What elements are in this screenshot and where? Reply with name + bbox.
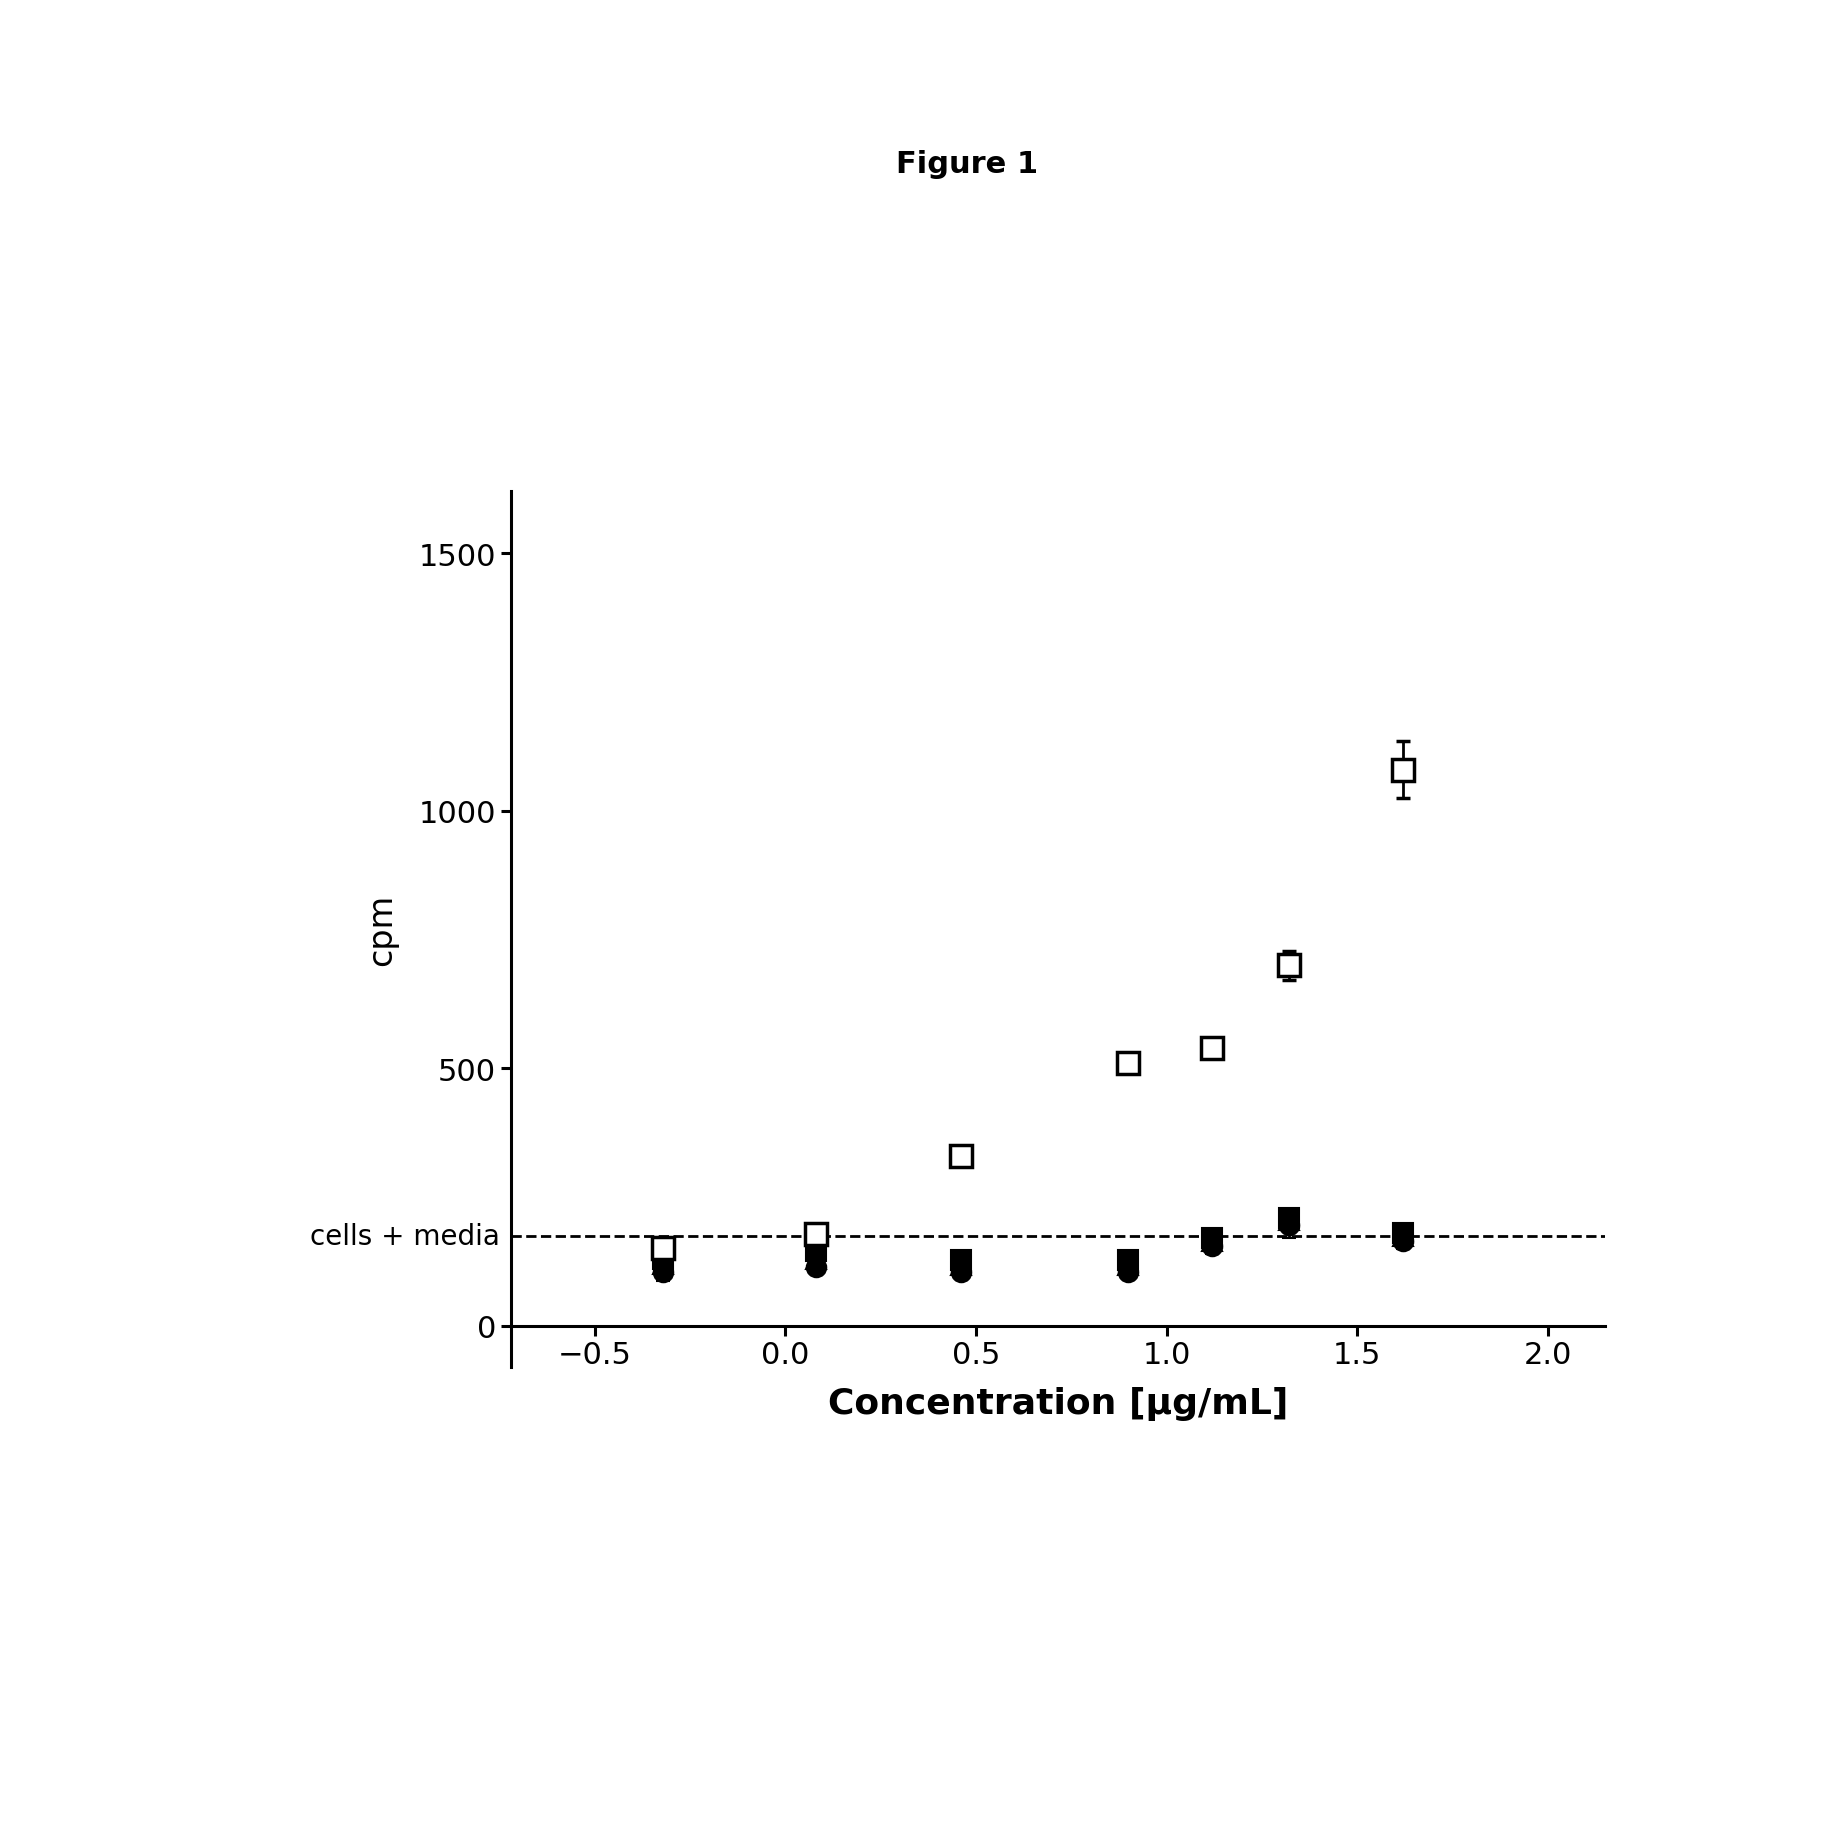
- Y-axis label: cpm: cpm: [365, 893, 397, 966]
- Text: Figure 1: Figure 1: [895, 149, 1037, 179]
- Text: cells + media: cells + media: [310, 1221, 500, 1251]
- X-axis label: Concentration [μg/mL]: Concentration [μg/mL]: [828, 1385, 1287, 1420]
